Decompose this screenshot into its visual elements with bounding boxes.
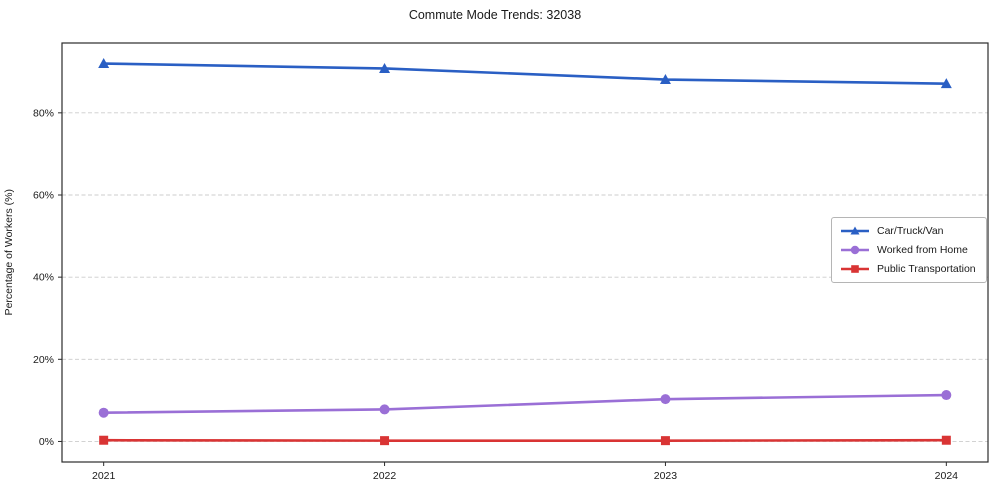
legend-item-car-truck-van: Car/Truck/Van <box>840 224 976 238</box>
legend-label: Worked from Home <box>877 244 968 256</box>
plot-border <box>61 42 989 463</box>
legend-swatch <box>841 245 869 255</box>
legend-item-public-transportation: Public Transportation <box>840 262 976 276</box>
y-tick-label: 0% <box>39 436 54 448</box>
legend-swatch <box>841 226 869 235</box>
series-line-worked-from-home <box>102 393 948 415</box>
x-tick-label: 2023 <box>654 470 678 482</box>
series-car-truck-van-marker <box>98 58 110 69</box>
y-tick-label: 20% <box>33 354 54 366</box>
y-tick-label: 80% <box>33 107 54 119</box>
legend-item-worked-from-home: Worked from Home <box>840 243 976 257</box>
series-line-car-truck-van <box>102 62 948 85</box>
series-worked-from-home-marker <box>941 390 952 401</box>
series-car-truck-van-marker <box>940 78 952 89</box>
series-public-transportation-marker <box>380 436 390 446</box>
legend-label: Public Transportation <box>877 263 976 275</box>
legend-label: Car/Truck/Van <box>877 225 944 237</box>
legend-swatch <box>841 265 869 273</box>
series-car-truck-van-marker <box>659 74 671 85</box>
y-tick-label: 60% <box>33 189 54 201</box>
series-car-truck-van-marker <box>379 62 391 73</box>
x-tick-label: 2024 <box>935 470 959 482</box>
legend: Car/Truck/Van Worked from Home Public Tran… <box>831 217 987 283</box>
chart-title: Commute Mode Trends: 32038 <box>408 8 582 22</box>
series-public-transportation-marker <box>99 435 109 445</box>
x-tick-label: 2022 <box>373 470 397 482</box>
x-tick-label: 2021 <box>92 470 116 482</box>
y-tick-label: 40% <box>33 272 54 284</box>
series-worked-from-home-marker <box>379 404 390 415</box>
series-worked-from-home-marker <box>98 407 109 418</box>
series-public-transportation-marker <box>660 436 670 446</box>
series-worked-from-home-marker <box>660 394 671 405</box>
series-public-transportation-marker <box>941 435 951 445</box>
